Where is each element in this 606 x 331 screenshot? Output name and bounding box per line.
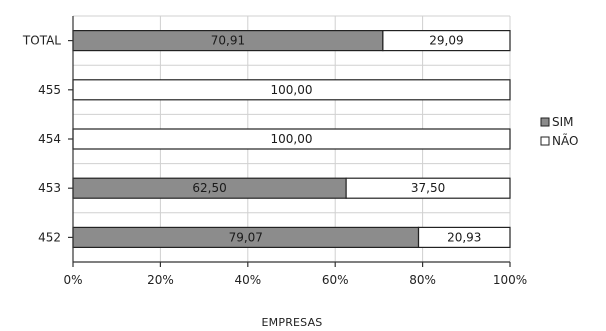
category-label: 453 <box>38 181 61 195</box>
category-label: TOTAL <box>22 34 61 48</box>
category-label: 452 <box>38 230 61 244</box>
data-label: 29,09 <box>429 34 463 48</box>
data-label: 37,50 <box>411 181 445 195</box>
x-tick-label: 0% <box>63 273 82 287</box>
data-label: 100,00 <box>271 83 313 97</box>
legend-label: SIM <box>552 115 574 129</box>
legend: SIM NÃO <box>540 115 578 148</box>
category-label: 455 <box>38 83 61 97</box>
x-tick-label: 100% <box>493 273 527 287</box>
legend-swatch-1 <box>540 136 550 146</box>
x-axis-title: EMPRESAS <box>262 316 323 329</box>
category-label: 454 <box>38 132 61 146</box>
legend-label: NÃO <box>552 133 578 148</box>
x-tick-label: 40% <box>234 273 261 287</box>
data-label: 79,07 <box>229 230 263 244</box>
legend-swatch-0 <box>540 117 550 127</box>
x-tick-label: 80% <box>409 273 436 287</box>
labels: 0% 20% 40% 60% 80% 100% 70,91 29,09 TOTAL 100,00 4… <box>22 34 527 287</box>
data-label: 20,93 <box>447 230 481 244</box>
data-label: 62,50 <box>192 181 226 195</box>
axes <box>68 16 511 267</box>
bar-n-o-total <box>382 30 511 52</box>
data-label: 100,00 <box>271 132 313 146</box>
data-label: 70,91 <box>211 34 245 48</box>
bar-n-o-452 <box>417 226 511 248</box>
x-tick-label: 20% <box>147 273 174 287</box>
x-tick-label: 60% <box>322 273 349 287</box>
bar-n-o-453 <box>345 177 511 199</box>
